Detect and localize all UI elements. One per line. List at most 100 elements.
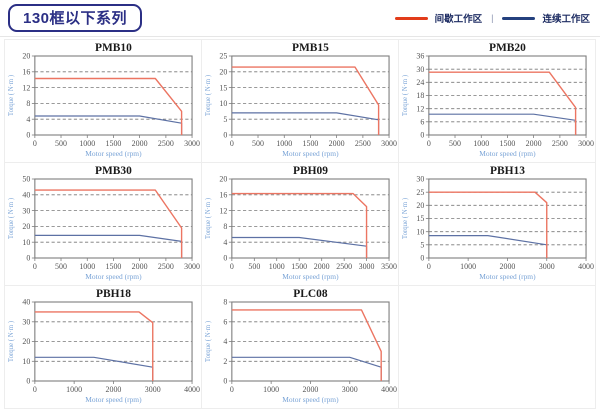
- x-tick-label: 3000: [359, 262, 375, 271]
- x-tick-label: 1000: [276, 139, 292, 148]
- plot-border: [231, 55, 390, 136]
- y-tick-label: 40: [22, 298, 30, 307]
- x-tick-label: 0: [230, 139, 234, 148]
- y-tick-label: 16: [219, 190, 227, 199]
- y-tick-label: 0: [223, 254, 227, 263]
- y-tick-label: 10: [22, 357, 30, 366]
- x-tick-label: 500: [449, 139, 461, 148]
- y-tick-label: 12: [416, 104, 424, 113]
- x-tick-label: 1000: [66, 385, 82, 394]
- x-tick-label: 0: [33, 385, 37, 394]
- continuous-curve: [231, 236, 368, 258]
- x-tick-label: 3000: [578, 139, 594, 148]
- y-tick-label: 36: [416, 52, 424, 61]
- x-axis-label: Motor speed (rpm): [479, 272, 536, 281]
- y-tick-label: 5: [223, 115, 227, 124]
- x-tick-label: 3000: [381, 139, 397, 148]
- y-tick-label: 6: [420, 117, 424, 126]
- x-tick-label: 2000: [105, 385, 121, 394]
- x-tick-label: 4000: [381, 385, 397, 394]
- x-tick-label: 1500: [105, 139, 121, 148]
- y-tick-label: 18: [416, 91, 424, 100]
- x-tick-label: 3000: [184, 139, 200, 148]
- chart-PBH18: PBH18 0 10 20 30 40 0 1000 2000 3000 4000 Motor spe…: [8, 288, 200, 404]
- x-tick-label: 1000: [263, 385, 279, 394]
- y-tick-label: 8: [223, 222, 227, 231]
- intermittent-zone-swatch: [394, 16, 428, 20]
- intermittent-curve: [231, 309, 382, 381]
- y-tick-label: 20: [219, 67, 227, 76]
- x-tick-label: 1500: [499, 139, 515, 148]
- y-tick-label: 0: [26, 377, 30, 386]
- x-tick-label: 2000: [302, 385, 318, 394]
- y-tick-label: 10: [219, 99, 227, 108]
- y-tick-label: 25: [219, 52, 227, 61]
- charts-grid: PMB10 0 4 8 12 16 20 0 500 1000 1500 2000 2500 3000 Mo…: [4, 39, 596, 409]
- x-tick-label: 1000: [460, 262, 476, 271]
- chart-cell-PMB15: PMB15 0 5 10 15 20 25 0 500 1000 1500 2000 2500 3000 M…: [202, 40, 399, 163]
- intermittent-curve: [428, 71, 577, 135]
- x-axis-label: Motor speed (rpm): [85, 395, 142, 404]
- x-tick-label: 1500: [105, 262, 121, 271]
- x-tick-label: 2000: [329, 139, 345, 148]
- continuous-zone-label: 连续工作区: [542, 14, 590, 25]
- intermittent-curve: [428, 191, 548, 258]
- chart-title: PBH18: [96, 288, 131, 300]
- series-title: 130框以下系列: [23, 10, 128, 27]
- chart-cell-PMB20: PMB20 0 6 12 18 24 30 36 0 500 1000 1500 2000 2500 300…: [399, 40, 596, 163]
- y-tick-label: 0: [223, 131, 227, 140]
- x-tick-label: 2000: [132, 262, 148, 271]
- y-axis-label: Torque ( N·m ): [205, 75, 212, 116]
- x-tick-label: 2500: [552, 139, 568, 148]
- y-tick-label: 4: [223, 238, 227, 247]
- series-title-badge: 130框以下系列: [8, 4, 143, 32]
- x-tick-label: 0: [33, 262, 37, 271]
- x-tick-label: 0: [230, 385, 234, 394]
- x-axis-label: Motor speed (rpm): [479, 149, 536, 158]
- x-tick-label: 3000: [145, 385, 161, 394]
- y-tick-label: 0: [26, 254, 30, 263]
- y-axis-label: Torque ( N·m ): [205, 198, 212, 239]
- x-tick-label: 0: [33, 139, 37, 148]
- x-tick-label: 2500: [336, 262, 352, 271]
- plot-border: [231, 178, 390, 259]
- page-header: 130框以下系列 间歇工作区 | 连续工作区: [0, 0, 600, 37]
- chart-cell-PMB10: PMB10 0 4 8 12 16 20 0 500 1000 1500 2000 2500 3000 Mo…: [5, 40, 202, 163]
- chart-title: PBH13: [490, 165, 525, 177]
- y-tick-label: 8: [26, 99, 30, 108]
- intermittent-curve: [231, 192, 368, 258]
- y-tick-label: 20: [219, 175, 227, 184]
- y-axis-label: Torque ( N·m ): [8, 198, 15, 239]
- x-tick-label: 2500: [158, 139, 174, 148]
- chart-PBH13: PBH13 0 5 10 15 20 25 30 0 1000 2000 3000 4000 Motor …: [402, 165, 594, 281]
- x-tick-label: 3000: [184, 262, 200, 271]
- y-tick-label: 12: [219, 206, 227, 215]
- chart-cell-PBH18: PBH18 0 10 20 30 40 0 1000 2000 3000 4000 Motor spe…: [5, 286, 202, 409]
- x-axis-label: Motor speed (rpm): [85, 272, 142, 281]
- chart-PMB20: PMB20 0 6 12 18 24 30 36 0 500 1000 1500 2000 2500 300…: [402, 42, 594, 158]
- x-tick-label: 4000: [578, 262, 594, 271]
- x-axis-label: Motor speed (rpm): [282, 272, 339, 281]
- empty-cell: [399, 286, 596, 409]
- y-tick-label: 10: [22, 238, 30, 247]
- y-tick-label: 40: [22, 190, 30, 199]
- x-tick-label: 2000: [526, 139, 542, 148]
- y-tick-label: 0: [420, 131, 424, 140]
- y-tick-label: 8: [223, 298, 227, 307]
- y-tick-label: 0: [420, 254, 424, 263]
- y-tick-label: 4: [26, 115, 30, 124]
- x-axis-label: Motor speed (rpm): [282, 395, 339, 404]
- x-tick-label: 4000: [184, 385, 200, 394]
- x-tick-label: 1000: [473, 139, 489, 148]
- y-tick-label: 20: [22, 222, 30, 231]
- x-axis-label: Motor speed (rpm): [282, 149, 339, 158]
- y-tick-label: 6: [223, 317, 227, 326]
- y-tick-label: 2: [223, 357, 227, 366]
- x-tick-label: 1500: [302, 139, 318, 148]
- chart-title: PMB15: [292, 42, 329, 54]
- chart-title: PMB10: [95, 42, 132, 54]
- x-tick-label: 3500: [381, 262, 397, 271]
- continuous-curve: [428, 234, 548, 258]
- y-tick-label: 24: [416, 78, 424, 87]
